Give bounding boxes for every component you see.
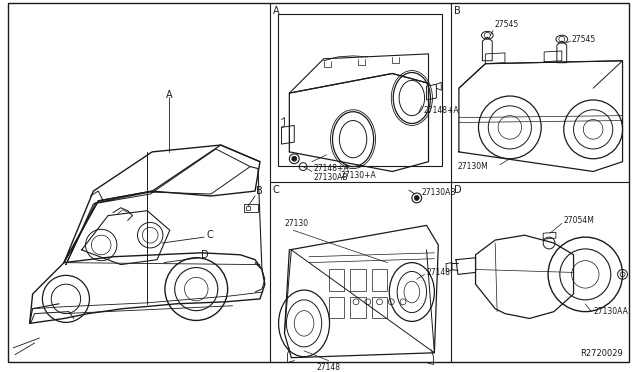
- Circle shape: [292, 156, 297, 161]
- Bar: [328, 297, 344, 318]
- Circle shape: [414, 196, 419, 201]
- Bar: [372, 269, 387, 291]
- Text: A: A: [166, 90, 172, 100]
- Text: A: A: [273, 6, 279, 16]
- Text: D: D: [201, 250, 209, 260]
- Text: 27130+A: 27130+A: [340, 171, 376, 180]
- Text: 27130M: 27130M: [458, 162, 489, 171]
- Text: 27054M: 27054M: [564, 216, 595, 225]
- Text: 27148+A: 27148+A: [314, 164, 349, 173]
- Text: 27130AA: 27130AA: [593, 307, 628, 316]
- Text: 27148: 27148: [426, 268, 451, 277]
- Text: C: C: [273, 185, 280, 195]
- Text: 27130: 27130: [284, 219, 308, 228]
- Bar: [278, 14, 442, 166]
- Bar: [372, 297, 387, 318]
- Text: 27545: 27545: [572, 35, 596, 44]
- Text: D: D: [454, 185, 461, 195]
- Text: B: B: [454, 6, 461, 16]
- Text: B: B: [256, 186, 263, 196]
- Bar: [328, 269, 344, 291]
- Text: 27545: 27545: [494, 20, 518, 29]
- Text: 27148: 27148: [317, 363, 340, 372]
- Text: 27130AB: 27130AB: [314, 173, 348, 182]
- Bar: [350, 297, 366, 318]
- Bar: [244, 204, 258, 212]
- Text: R2720029: R2720029: [580, 349, 623, 358]
- Text: 27148+A: 27148+A: [424, 106, 460, 115]
- Bar: [246, 206, 250, 210]
- Bar: [350, 269, 366, 291]
- Text: 27130AB: 27130AB: [422, 187, 456, 196]
- Text: C: C: [206, 230, 213, 240]
